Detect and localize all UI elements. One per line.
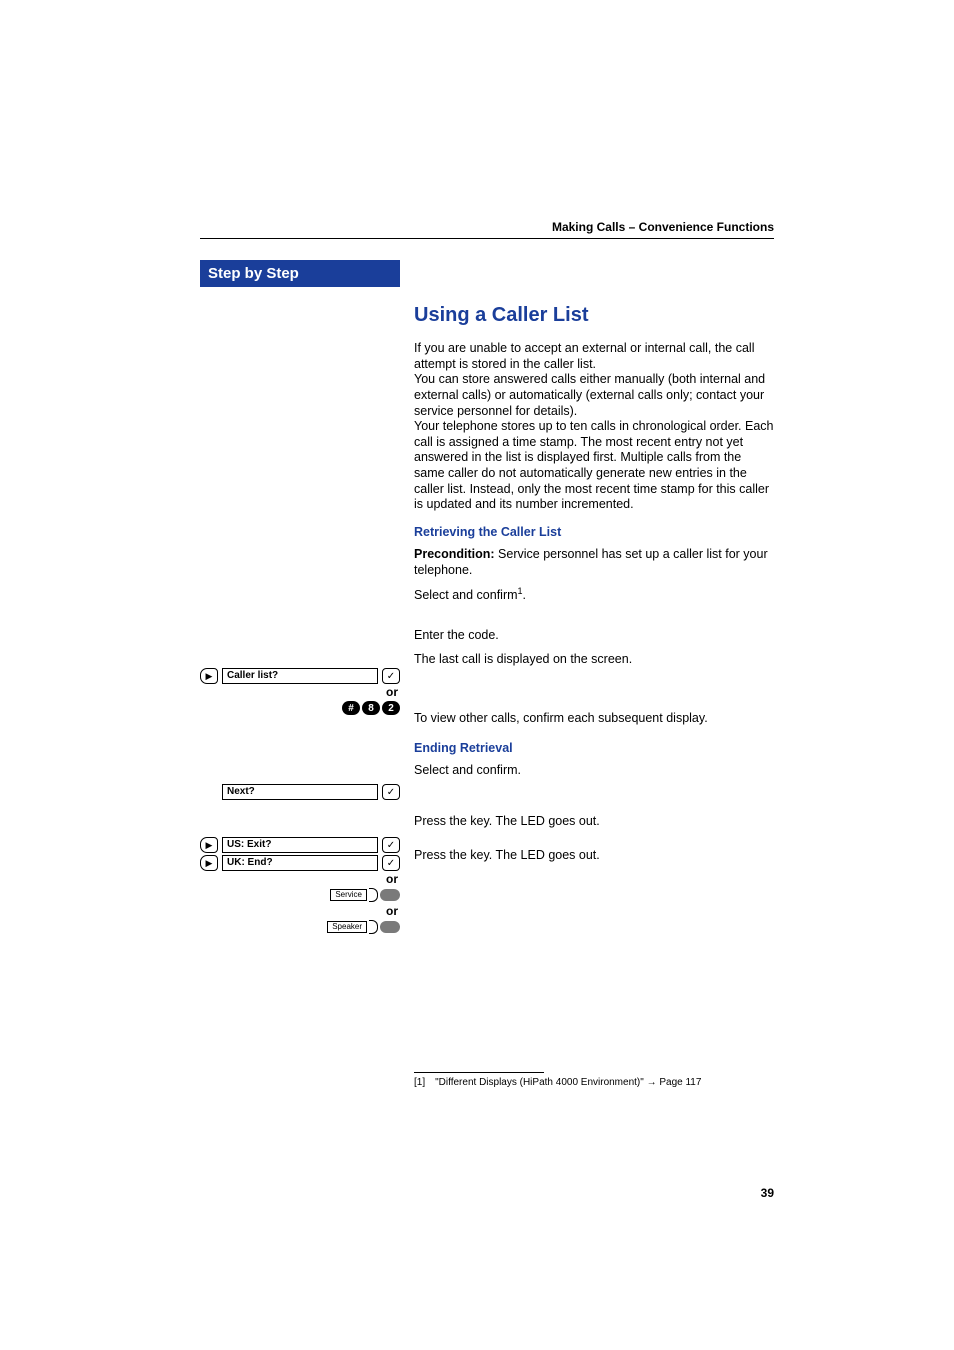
step-service-key: Service [200, 886, 400, 904]
forward-icon[interactable]: ▶ [200, 837, 218, 853]
main-content: Using a Caller List If you are unable to… [400, 260, 774, 1088]
function-key[interactable] [380, 889, 400, 901]
page-number: 39 [761, 1186, 774, 1200]
step-caller-list: ▶ Caller list? ✓ [200, 667, 400, 685]
step-us-exit: ▶ US: Exit? ✓ [200, 836, 400, 854]
instruction: Enter the code. [414, 628, 774, 644]
page: Making Calls – Convenience Functions Ste… [0, 0, 954, 1350]
hash-key[interactable]: # [342, 701, 360, 715]
precondition-label: Precondition: [414, 547, 495, 561]
spacer [414, 612, 774, 628]
or-label: or [200, 904, 400, 918]
instruction: Select and confirm1. [414, 586, 774, 604]
display-text: Next? [222, 784, 378, 800]
footnote-marker: [1] [414, 1077, 425, 1088]
step-code-keys: # 8 2 [200, 699, 400, 717]
text: You can store answered calls either manu… [414, 372, 765, 417]
digit-8-key[interactable]: 8 [362, 701, 380, 715]
text: Select and confirm [414, 588, 518, 602]
header-rule [200, 238, 774, 239]
spacer [414, 675, 774, 711]
precondition: Precondition: Service personnel has set … [414, 547, 774, 578]
service-key-label: Service [330, 889, 367, 901]
display-text: US: Exit? [222, 837, 378, 853]
instruction: Press the key. The LED goes out. [414, 848, 774, 864]
text: Your telephone stores up to ten calls in… [414, 419, 774, 511]
confirm-icon[interactable]: ✓ [382, 668, 400, 684]
running-head: Making Calls – Convenience Functions [552, 220, 774, 234]
instruction: The last call is displayed on the screen… [414, 652, 774, 668]
step-by-step-header: Step by Step [200, 260, 400, 287]
spacer [200, 287, 400, 667]
subsection-heading: Ending Retrieval [414, 741, 774, 755]
led-icon [369, 920, 378, 934]
confirm-icon[interactable]: ✓ [382, 837, 400, 853]
footnote-text: "Different Displays (HiPath 4000 Environ… [435, 1077, 701, 1088]
step-by-step-column: Step by Step ▶ Caller list? ✓ or # 8 2 N… [200, 260, 400, 1088]
function-key[interactable] [380, 921, 400, 933]
footnote-ref: 1 [518, 586, 523, 596]
subsection-heading: Retrieving the Caller List [414, 525, 774, 539]
content-columns: Step by Step ▶ Caller list? ✓ or # 8 2 N… [200, 260, 774, 1088]
spacer [414, 786, 774, 814]
step-uk-end: ▶ UK: End? ✓ [200, 854, 400, 872]
spacer [414, 838, 774, 848]
display-text: Caller list? [222, 668, 378, 684]
forward-icon[interactable]: ▶ [200, 668, 218, 684]
spacer [200, 717, 400, 783]
or-label: or [200, 685, 400, 699]
forward-icon[interactable]: ▶ [200, 855, 218, 871]
section-heading: Using a Caller List [414, 304, 774, 327]
instruction: Select and confirm. [414, 763, 774, 779]
digit-2-key[interactable]: 2 [382, 701, 400, 715]
display-text: UK: End? [222, 855, 378, 871]
footnote-rule [414, 1072, 544, 1073]
instruction: To view other calls, confirm each subseq… [414, 711, 774, 727]
speaker-key-label: Speaker [327, 921, 367, 933]
instruction: Press the key. The LED goes out. [414, 814, 774, 830]
led-icon [369, 888, 378, 902]
footnote: [1] "Different Displays (HiPath 4000 Env… [414, 1077, 774, 1088]
spacer [414, 872, 774, 1072]
step-next: Next? ✓ [200, 783, 400, 801]
text: If you are unable to accept an external … [414, 341, 754, 371]
or-label: or [200, 872, 400, 886]
spacer [200, 801, 400, 836]
confirm-icon[interactable]: ✓ [382, 855, 400, 871]
confirm-icon[interactable]: ✓ [382, 784, 400, 800]
paragraph: If you are unable to accept an external … [414, 341, 774, 513]
step-speaker-key: Speaker [200, 918, 400, 936]
